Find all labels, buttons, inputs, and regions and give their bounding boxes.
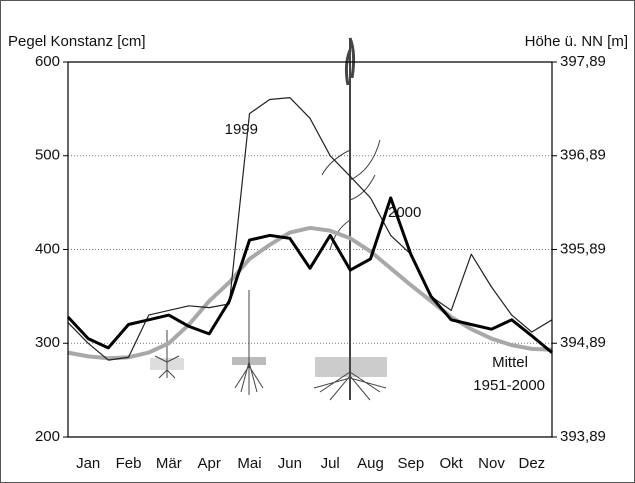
x-tick-label: Dez <box>518 455 545 472</box>
y2-tick-label: 397,89 <box>560 53 606 70</box>
x-tick-label: Mai <box>237 455 261 472</box>
series-line <box>67 96 553 361</box>
y2-axis-label: Höhe ü. NN [m] <box>525 33 628 50</box>
x-tick-label: Jan <box>76 455 100 472</box>
y2-tick-label: 396,89 <box>560 147 606 164</box>
y-axis-label: Pegel Konstanz [cm] <box>8 33 146 50</box>
y-tick-label: 400 <box>35 240 60 257</box>
axis-frame <box>67 61 553 438</box>
x-tick-label: Mär <box>156 455 182 472</box>
series-line <box>66 196 553 354</box>
annotation: 1999 <box>225 121 258 138</box>
x-tick-label: Sep <box>397 455 424 472</box>
y-tick-label: 200 <box>35 428 60 445</box>
y2-tick-label: 395,89 <box>560 240 606 257</box>
series-line <box>67 225 553 361</box>
plant-tall <box>313 37 387 401</box>
y-tick-label: 600 <box>35 53 60 70</box>
plant-illustrations <box>150 37 387 401</box>
y-tick-label: 500 <box>35 147 60 164</box>
annotation: 1951-2000 <box>473 377 545 394</box>
x-tick-label: Apr <box>197 455 220 472</box>
y-tick-label: 300 <box>35 334 60 351</box>
x-tick-label: Nov <box>478 455 505 472</box>
plant-small <box>150 330 184 379</box>
annotation: Mittel <box>492 354 528 371</box>
y2-tick-label: 394,89 <box>560 334 606 351</box>
x-tick-label: Jul <box>321 455 340 472</box>
x-tick-label: Feb <box>116 455 142 472</box>
x-tick-label: Aug <box>357 455 384 472</box>
plant-medium <box>232 290 266 395</box>
y2-tick-label: 393,89 <box>560 428 606 445</box>
x-tick-label: Jun <box>278 455 302 472</box>
x-tick-label: Okt <box>439 455 463 472</box>
